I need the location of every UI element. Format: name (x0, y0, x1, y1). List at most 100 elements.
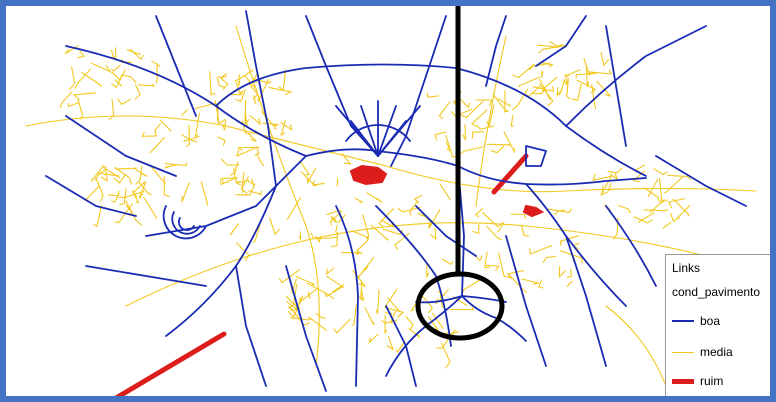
media-road (141, 131, 158, 137)
media-road (249, 115, 262, 126)
media-road (268, 86, 293, 96)
media-road (220, 158, 240, 166)
media-road (194, 102, 217, 110)
media-road (497, 98, 511, 108)
media-road (377, 208, 394, 227)
media-road (149, 136, 166, 154)
media-road (402, 233, 410, 239)
media-road (637, 212, 655, 223)
media-road (181, 109, 188, 116)
media-road (218, 75, 229, 90)
media-road (472, 224, 480, 235)
media-road (111, 64, 121, 72)
media-road (111, 71, 123, 81)
media-road (667, 198, 685, 209)
media-road (559, 250, 583, 264)
media-road (475, 99, 494, 107)
media-road (244, 99, 250, 125)
media-road (336, 177, 339, 187)
media-road (163, 163, 178, 169)
boa-road (45, 175, 137, 217)
media-road (236, 147, 256, 157)
media-road (438, 101, 451, 120)
media-road (600, 176, 612, 196)
media-road (556, 86, 563, 97)
media-road (143, 196, 158, 219)
media-road (185, 124, 190, 147)
media-road (95, 177, 104, 202)
media-roads-layer (25, 25, 757, 387)
media-road (529, 244, 553, 255)
media-road (254, 146, 260, 156)
media-road (554, 209, 566, 215)
media-road (539, 83, 554, 107)
media-road (183, 135, 200, 142)
media-road (94, 168, 107, 181)
media-road (571, 83, 582, 101)
media-road (397, 206, 421, 213)
media-road (510, 213, 527, 219)
media-road (163, 176, 170, 198)
media-road (135, 165, 143, 185)
media-road (408, 328, 420, 338)
media-road (566, 78, 571, 100)
media-road (583, 57, 594, 76)
media-road (306, 282, 335, 300)
media-road (633, 216, 653, 224)
boa-road (85, 265, 207, 287)
media-road (409, 200, 418, 216)
media-road (307, 291, 311, 299)
media-road (395, 341, 406, 354)
media-road (230, 90, 244, 96)
media-road (235, 81, 242, 96)
media-road (235, 89, 246, 103)
media-road (220, 177, 239, 183)
media-road (592, 173, 614, 181)
media-road (542, 255, 557, 263)
media-road (394, 238, 403, 250)
media-road (458, 97, 471, 109)
media-road (132, 181, 146, 198)
media-road (670, 212, 678, 223)
media-road (137, 83, 156, 87)
media-road (120, 74, 137, 83)
media-road (643, 209, 669, 212)
media-road (357, 289, 364, 302)
media-road (77, 99, 84, 120)
media-road (486, 143, 511, 146)
media-road (504, 89, 509, 113)
media-road (129, 48, 144, 61)
media-road (421, 295, 434, 314)
boa-road (461, 295, 527, 342)
media-road (662, 221, 672, 229)
media-road (214, 100, 226, 125)
media-road (248, 133, 257, 142)
media-road (280, 121, 293, 132)
media-road (405, 316, 414, 331)
media-road (236, 146, 260, 152)
ruim-road-east-block (522, 204, 545, 218)
media-road (445, 141, 453, 153)
media-road (485, 264, 500, 272)
media-road (352, 270, 367, 288)
boa-road (385, 305, 417, 387)
media-road (300, 161, 311, 176)
media-road (252, 224, 261, 243)
media-road (298, 287, 319, 304)
media-road (333, 318, 351, 334)
road-network-map[interactable] (6, 6, 770, 396)
media-road (605, 305, 667, 387)
media-road (390, 310, 397, 325)
media-road (591, 84, 597, 110)
media-road (538, 279, 544, 289)
media-road (219, 178, 235, 186)
media-road (471, 109, 488, 127)
media-road (278, 269, 301, 284)
boa-road (457, 165, 647, 186)
media-road (547, 208, 572, 214)
boa-road (165, 185, 277, 337)
media-road (180, 134, 198, 143)
media-road (370, 224, 389, 241)
boa-road (535, 15, 587, 67)
legend-swatch-ruim (672, 378, 694, 384)
